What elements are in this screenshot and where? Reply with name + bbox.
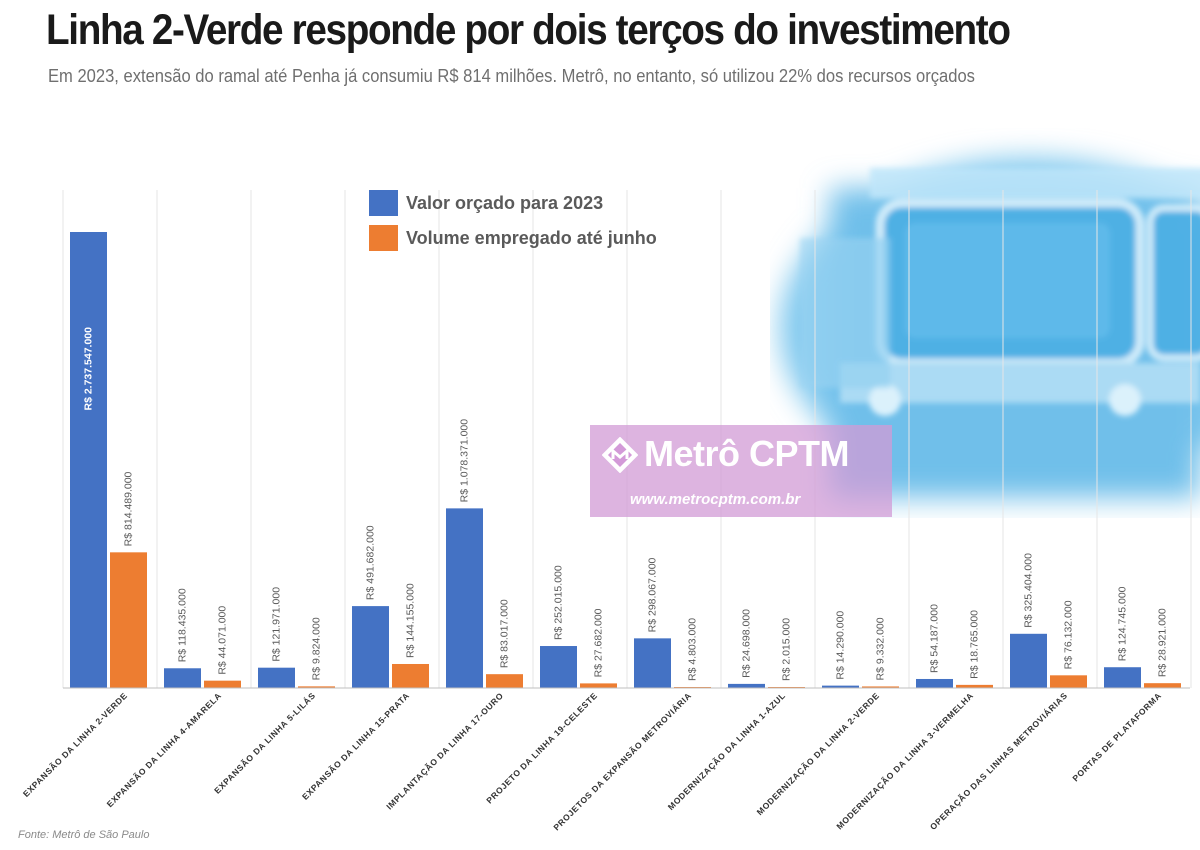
data-label-budget: R$ 121.971.000 bbox=[271, 587, 283, 662]
data-label-spent: R$ 144.155.000 bbox=[405, 583, 417, 658]
bar-spent bbox=[580, 683, 617, 688]
legend-swatch-budget bbox=[369, 190, 398, 216]
bar-budget bbox=[728, 683, 765, 688]
data-label-spent: R$ 2.015.000 bbox=[781, 618, 793, 681]
data-label-budget: R$ 24.698.000 bbox=[741, 609, 753, 678]
legend-item-budget: Valor orçado para 2023 bbox=[369, 190, 603, 216]
bar-budget bbox=[70, 232, 107, 688]
source-note: Fonte: Metrô de São Paulo bbox=[18, 829, 150, 841]
data-label-budget: R$ 252.015.000 bbox=[553, 565, 565, 640]
category-label: PROJETO DA LINHA 19-CELESTE bbox=[484, 690, 599, 805]
watermark-banner: Metrô CPTM www.metrocptm.com.br bbox=[590, 425, 892, 517]
data-label-budget: R$ 118.435.000 bbox=[177, 588, 189, 662]
bar-spent bbox=[862, 686, 899, 688]
data-label-budget: R$ 1.078.371.000 bbox=[459, 419, 471, 503]
category-label: PORTAS DE PLATAFORMA bbox=[1070, 690, 1163, 783]
category-label: MODERNIZAÇÃO DA LINHA 1-AZUL bbox=[666, 690, 788, 812]
bar-budget bbox=[164, 668, 201, 688]
bar-budget bbox=[916, 678, 953, 688]
bar-budget bbox=[446, 508, 483, 688]
legend-item-spent: Volume empregado até junho bbox=[369, 225, 657, 251]
category-label: EXPANSÃO DA LINHA 5-LILÁS bbox=[212, 690, 317, 795]
watermark-brand: Metrô CPTM bbox=[644, 433, 850, 474]
bar-spent bbox=[110, 552, 147, 688]
data-label-spent: R$ 83.017.000 bbox=[499, 599, 511, 668]
bar-spent bbox=[956, 684, 993, 688]
bar-budget bbox=[1010, 633, 1047, 688]
legend-label-spent: Volume empregado até junho bbox=[406, 227, 657, 248]
data-label-spent: R$ 814.489.000 bbox=[123, 471, 135, 546]
bar-budget bbox=[822, 685, 859, 688]
data-label-spent: R$ 9.332.000 bbox=[875, 617, 887, 680]
bar-budget bbox=[540, 646, 577, 688]
category-label: EXPANSÃO DA LINHA 15-PRATA bbox=[300, 690, 412, 802]
bar-budget bbox=[258, 667, 295, 688]
chart-title: Linha 2-Verde responde por dois terços d… bbox=[46, 6, 1011, 54]
category-label: EXPANSÃO DA LINHA 2-VERDE bbox=[21, 690, 130, 799]
data-label-budget: R$ 325.404.000 bbox=[1023, 553, 1035, 628]
bar-spent bbox=[298, 686, 335, 688]
bar-spent bbox=[486, 674, 523, 688]
data-label-spent: R$ 4.803.000 bbox=[687, 618, 699, 681]
data-label-spent: R$ 18.765.000 bbox=[969, 610, 981, 679]
bar-budget bbox=[352, 606, 389, 688]
data-label-spent: R$ 28.921.000 bbox=[1157, 608, 1169, 677]
bar-budget bbox=[634, 638, 671, 688]
train-photo-background bbox=[780, 158, 1200, 498]
data-label-spent: R$ 9.824.000 bbox=[311, 617, 323, 680]
data-label-spent: R$ 76.132.000 bbox=[1063, 600, 1075, 669]
data-label-budget: R$ 298.067.000 bbox=[647, 557, 659, 632]
bar-spent bbox=[1050, 675, 1087, 688]
data-label-spent: R$ 44.071.000 bbox=[217, 606, 229, 675]
bar-spent bbox=[1144, 683, 1181, 688]
watermark-url: www.metrocptm.com.br bbox=[630, 491, 801, 508]
data-label-budget: R$ 54.187.000 bbox=[929, 604, 941, 673]
data-label-spent: R$ 27.682.000 bbox=[593, 608, 605, 677]
data-label-budget: R$ 2.737.547.000 bbox=[83, 327, 95, 411]
category-label: IMPLANTAÇÃO DA LINHA 17-OURO bbox=[384, 690, 505, 811]
chart-subtitle: Em 2023, extensão do ramal até Penha já … bbox=[48, 66, 975, 86]
metro-logo-icon bbox=[602, 437, 638, 473]
data-label-budget: R$ 14.290.000 bbox=[835, 611, 847, 680]
category-label: EXPANSÃO DA LINHA 4-AMARELA bbox=[105, 690, 224, 809]
bar-spent bbox=[204, 680, 241, 688]
data-label-budget: R$ 124.745.000 bbox=[1117, 586, 1129, 661]
data-label-budget: R$ 491.682.000 bbox=[365, 525, 377, 600]
legend-label-budget: Valor orçado para 2023 bbox=[406, 192, 604, 213]
bar-budget bbox=[1104, 667, 1141, 688]
bar-spent bbox=[392, 663, 429, 688]
legend-swatch-spent bbox=[369, 225, 398, 251]
